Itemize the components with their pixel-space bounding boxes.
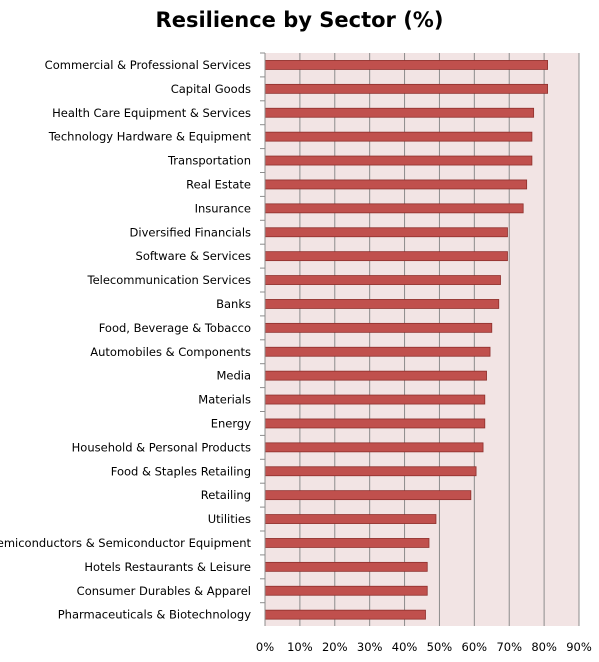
bar bbox=[264, 107, 535, 118]
bar bbox=[264, 490, 472, 501]
gridlines bbox=[260, 52, 580, 626]
bar bbox=[264, 585, 428, 596]
x-tick-label: 80% bbox=[531, 640, 557, 654]
x-axis-ticks: 0% 10% 20% 30% 40% 50% 60% 70% 80% 90% bbox=[256, 640, 592, 654]
bar bbox=[264, 466, 477, 477]
category-label: Retailing bbox=[201, 488, 251, 502]
bar bbox=[264, 538, 430, 548]
category-label: Automobiles & Components bbox=[90, 345, 251, 359]
category-label: Food, Beverage & Tobacco bbox=[99, 321, 251, 335]
category-label: Media bbox=[216, 369, 251, 383]
chart-title: Resilience by Sector (%) bbox=[155, 8, 444, 32]
bar bbox=[264, 346, 491, 357]
category-label: Software & Services bbox=[136, 249, 251, 263]
x-tick-label: 0% bbox=[256, 640, 274, 654]
x-tick-label: 20% bbox=[322, 640, 348, 654]
category-label: Capital Goods bbox=[171, 82, 251, 96]
bar bbox=[264, 155, 533, 166]
category-label: Commercial & Professional Services bbox=[45, 58, 251, 72]
category-label: Diversified Financials bbox=[130, 225, 251, 239]
x-tick-label: 50% bbox=[427, 640, 453, 654]
category-label: Health Care Equipment & Services bbox=[52, 106, 251, 120]
category-label: Pharmaceuticals & Biotechnology bbox=[58, 608, 251, 622]
x-tick-label: 10% bbox=[287, 640, 313, 654]
x-tick-label: 40% bbox=[392, 640, 418, 654]
category-label: Insurance bbox=[195, 201, 251, 215]
bar bbox=[264, 561, 428, 572]
bar bbox=[264, 370, 487, 381]
category-label: Transportation bbox=[167, 154, 251, 168]
x-tick-label: 90% bbox=[566, 640, 592, 654]
bar bbox=[264, 203, 524, 214]
category-label: Hotels Restaurants & Leisure bbox=[84, 560, 251, 574]
category-label: Energy bbox=[211, 416, 251, 430]
bar bbox=[264, 299, 500, 309]
bar bbox=[264, 514, 437, 524]
category-label: Banks bbox=[216, 297, 251, 311]
bar bbox=[264, 322, 493, 333]
bar bbox=[264, 275, 501, 285]
category-label: Household & Personal Products bbox=[72, 440, 251, 454]
category-labels: Commercial & Professional Services Capita… bbox=[0, 58, 251, 622]
category-label: Consumer Durables & Apparel bbox=[77, 584, 251, 598]
bar bbox=[264, 609, 426, 620]
category-label: Utilities bbox=[208, 512, 251, 526]
bar bbox=[264, 131, 533, 142]
bar bbox=[264, 179, 528, 190]
bar bbox=[264, 442, 484, 453]
category-label: Semiconductors & Semiconductor Equipment bbox=[0, 536, 251, 550]
category-label: Real Estate bbox=[186, 177, 251, 191]
category-label: Food & Staples Retailing bbox=[111, 464, 251, 478]
bar bbox=[264, 394, 486, 405]
category-label: Technology Hardware & Equipment bbox=[48, 130, 252, 144]
x-tick-label: 70% bbox=[496, 640, 522, 654]
x-tick-label: 60% bbox=[462, 640, 488, 654]
x-tick-label: 30% bbox=[357, 640, 383, 654]
bar bbox=[264, 60, 549, 70]
category-label: Telecommunication Services bbox=[87, 273, 252, 287]
bar bbox=[264, 251, 508, 262]
bar bbox=[264, 227, 508, 238]
bar bbox=[264, 418, 486, 429]
plot-area bbox=[265, 53, 579, 626]
bar bbox=[264, 83, 549, 94]
category-label: Materials bbox=[198, 393, 251, 407]
